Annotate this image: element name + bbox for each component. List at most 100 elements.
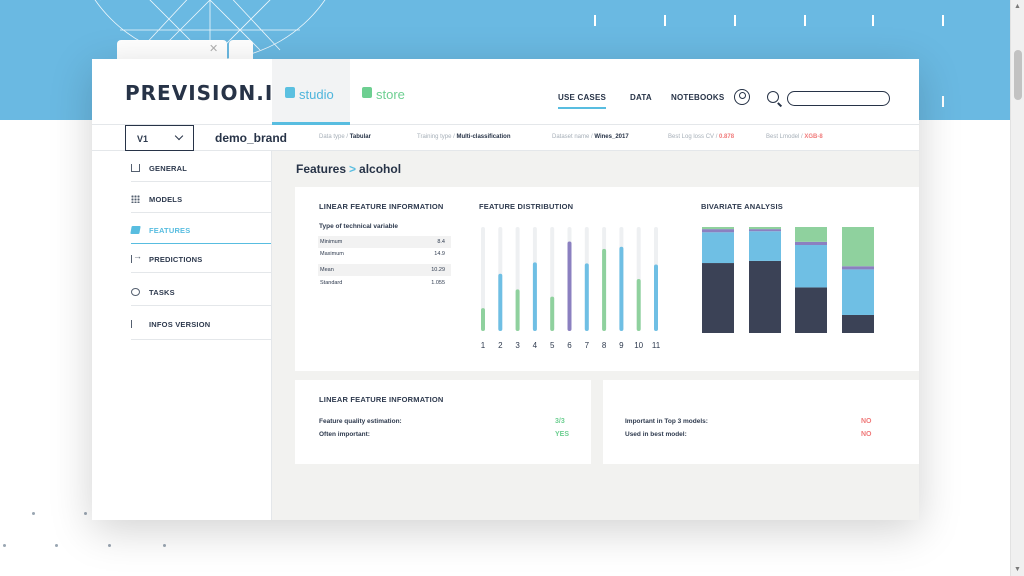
sidebar-item-label: FEATURES [149,226,191,235]
background-tab-1 [117,40,227,60]
bivariate-segment-4-2 [842,269,874,315]
distribution-tick-1: 1 [481,341,486,350]
menu-notebooks[interactable]: NOTEBOOKS [671,93,725,102]
nav-studio-tab[interactable]: studio [272,59,350,125]
sidebar-item-label: INFOS VERSION [149,320,211,329]
distribution-tick-3: 3 [515,341,520,350]
often-important-label: Often important: [319,431,370,438]
stat-row-maximum: Maximum 14.9 [320,251,445,257]
scrollbar-thumb[interactable] [1014,50,1022,100]
stat-row-standard: Standard 1.055 [320,280,445,286]
sidebar-item-infos-version[interactable]: INFOS VERSION [131,307,271,340]
store-logo-icon [362,87,372,98]
bivariate-segment-2-3 [749,229,781,232]
bivariate-segment-3-3 [795,241,827,246]
bivariate-segment-4-1 [842,314,874,333]
distribution-bar-4 [532,262,537,331]
nav-store-tab[interactable]: store [350,59,420,125]
page-scrollbar[interactable]: ▲ ▼ [1010,0,1024,576]
distribution-bar-7 [584,263,589,331]
sidebar: GENERAL MODELS FEATURES PREDICTIONS TASK… [92,151,272,520]
meta-data-type: Data type / Tabular [319,134,371,140]
top3-important-label: Important in Top 3 models: [625,418,708,425]
distribution-tick-11: 11 [652,341,661,350]
meta-dataset-name: Dataset name / Wines_2017 [552,134,629,140]
quality-estimation-label: Feature quality estimation: [319,418,402,425]
bivariate-segment-1-2 [702,232,734,264]
top3-important-value: NO [861,418,872,425]
feature-distribution-chart: 1 2 3 4 5 6 7 8 9 10 11 [481,227,661,350]
technical-variable-subtitle: Type of technical variable [319,223,398,230]
app-header: PREVISION.IO studio store USE CASES DATA… [92,59,919,125]
bivariate-segment-2-2 [749,231,781,261]
menu-use-cases[interactable]: USE CASES [558,93,607,109]
breadcrumb-current: alcohol [359,162,402,176]
distribution-track [481,227,485,331]
bivariate-segment-1-3 [702,229,734,233]
distribution-tick-9: 9 [619,341,624,350]
distribution-tick-2: 2 [498,341,503,350]
arrow-right-icon [131,251,142,263]
distribution-bar-8 [602,248,607,331]
breadcrumb-parent[interactable]: Features [296,162,347,176]
version-value: V1 [137,134,149,144]
distribution-tick-10: 10 [634,341,643,350]
layers-icon [130,226,141,234]
feature-importance-card: Important in Top 3 models: NO Used in be… [603,380,919,464]
user-icon[interactable] [734,89,750,105]
sidebar-item-tasks[interactable]: TASKS [131,275,271,306]
search-input[interactable] [787,91,890,106]
bivariate-segment-1-1 [702,263,734,333]
close-icon[interactable]: ✕ [209,43,219,55]
sidebar-item-features[interactable]: FEATURES [130,213,271,244]
bivariate-analysis-chart [702,227,874,333]
menu-data[interactable]: DATA [630,93,652,102]
check-circle-icon [131,288,140,296]
brand-logo[interactable]: PREVISION.IO [125,81,292,105]
distribution-tick-7: 7 [585,341,590,350]
branch-icon [131,320,140,328]
grid-icon [131,195,140,203]
linear-info-title: LINEAR FEATURE INFORMATION [319,202,444,211]
meta-best-model: Best Lmodel / XGB-8 [766,134,823,140]
stat-row-mean: Mean 10.29 [318,264,451,276]
sidebar-item-predictions[interactable]: PREDICTIONS [131,244,271,273]
home-icon [131,164,140,172]
breadcrumb: Features > alcohol [296,162,401,176]
bivariate-segment-1-4 [702,227,734,230]
scroll-down-icon[interactable]: ▼ [1014,566,1021,573]
best-model-used-value: NO [861,431,872,438]
distribution-bar-9 [619,246,624,331]
project-name: demo_brand [215,131,288,145]
quality-title: LINEAR FEATURE INFORMATION [319,395,444,404]
distribution-bar-6 [567,241,572,331]
version-select[interactable]: V1 [125,125,194,151]
often-important-value: YES [555,431,570,438]
chevron-down-icon [174,131,184,141]
nav-studio-label: studio [299,87,334,102]
sidebar-item-label: TASKS [149,288,175,297]
bivariate-segment-3-4 [795,227,827,242]
use-case-subheader: V1 demo_brand Data type / Tabular Traini… [92,125,919,151]
distribution-tick-6: 6 [567,341,572,350]
bivariate-segment-3-1 [795,287,827,333]
stat-row-minimum: Minimum 8.4 [318,236,451,248]
distribution-tick-4: 4 [533,341,538,350]
sidebar-item-general[interactable]: GENERAL [131,151,271,182]
search-icon[interactable] [767,91,779,103]
feature-overview-card: LINEAR FEATURE INFORMATION Type of techn… [295,187,919,371]
background-tab-2 [229,40,253,60]
distribution-bar-3 [515,289,520,331]
scroll-up-icon[interactable]: ▲ [1014,3,1021,10]
bivariate-segment-2-4 [749,227,781,230]
main-content: Features > alcohol LINEAR FEATURE INFORMAT… [272,151,919,520]
distribution-bar-5 [550,296,555,331]
meta-best-cv: Best Log loss CV / 0.878 [668,134,735,140]
bivariate-segment-4-3 [842,266,874,270]
bivariate-title: BIVARIATE ANALYSIS [701,202,783,211]
distribution-bar-10 [636,279,641,331]
nav-store-label: store [376,87,405,102]
quality-estimation-value: 3/3 [555,418,565,425]
meta-training-type: Training type / Multi-classification [417,134,511,140]
sidebar-item-models[interactable]: MODELS [131,182,271,213]
